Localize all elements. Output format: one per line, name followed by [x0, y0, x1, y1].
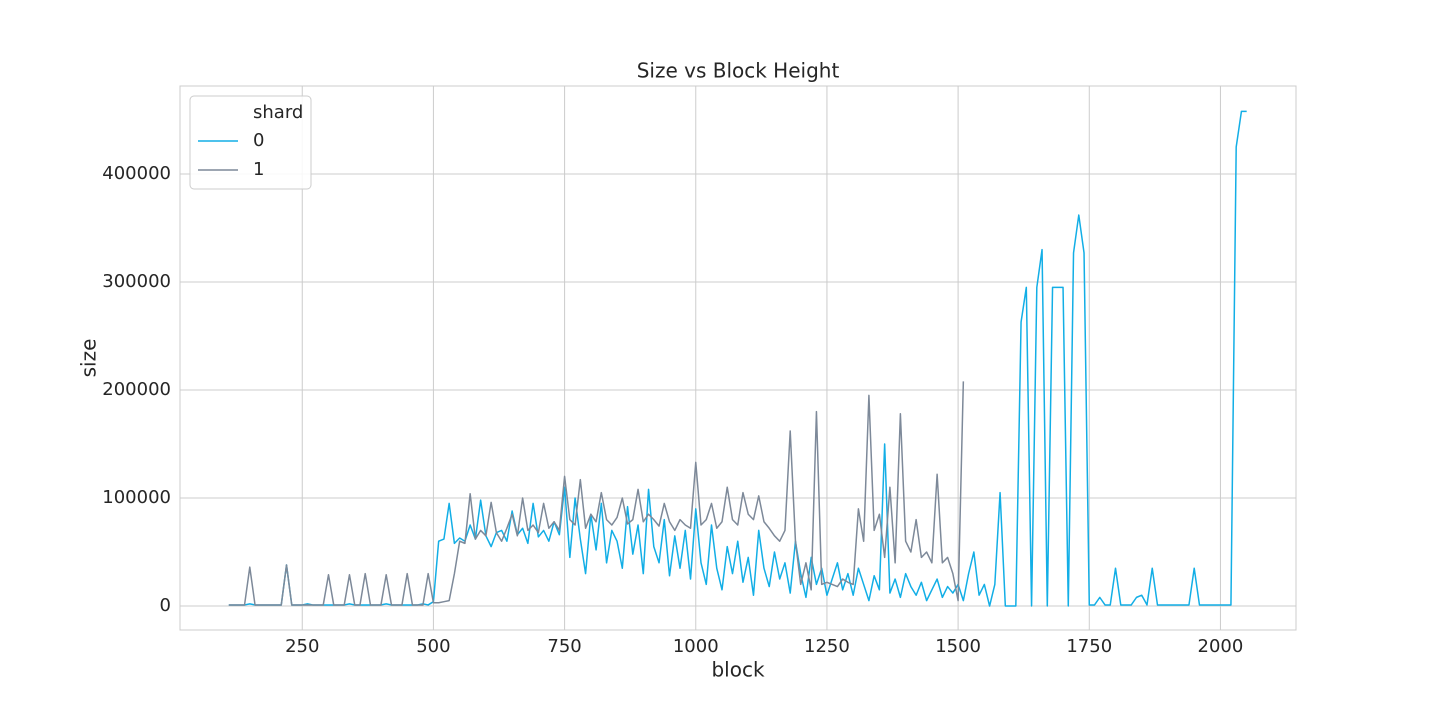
legend-box	[189, 95, 312, 190]
x-axis-label: block	[711, 658, 764, 682]
x-tick-label: 750	[547, 636, 581, 657]
y-tick-label: 0	[160, 595, 171, 616]
y-tick-label: 300000	[102, 271, 171, 292]
x-tick-label: 1500	[935, 636, 981, 657]
y-tick-label: 400000	[102, 163, 171, 184]
plot-frame	[179, 85, 1297, 631]
x-tick-label: 250	[285, 636, 319, 657]
x-tick-label: 1000	[673, 636, 719, 657]
y-tick-label: 200000	[102, 379, 171, 400]
x-tick-label: 1750	[1066, 636, 1112, 657]
y-axis-label: size	[77, 339, 101, 378]
x-tick-label: 500	[416, 636, 450, 657]
legend-label: 0	[253, 130, 264, 151]
legend-label: 1	[253, 159, 264, 180]
x-tick-label: 2000	[1198, 636, 1244, 657]
y-tick-label: 100000	[102, 487, 171, 508]
chart-title: Size vs Block Height	[637, 59, 840, 83]
line	[228, 110, 1247, 607]
x-tick-label: 1250	[804, 636, 850, 657]
legend-title: shard	[253, 102, 303, 123]
line	[228, 381, 965, 606]
